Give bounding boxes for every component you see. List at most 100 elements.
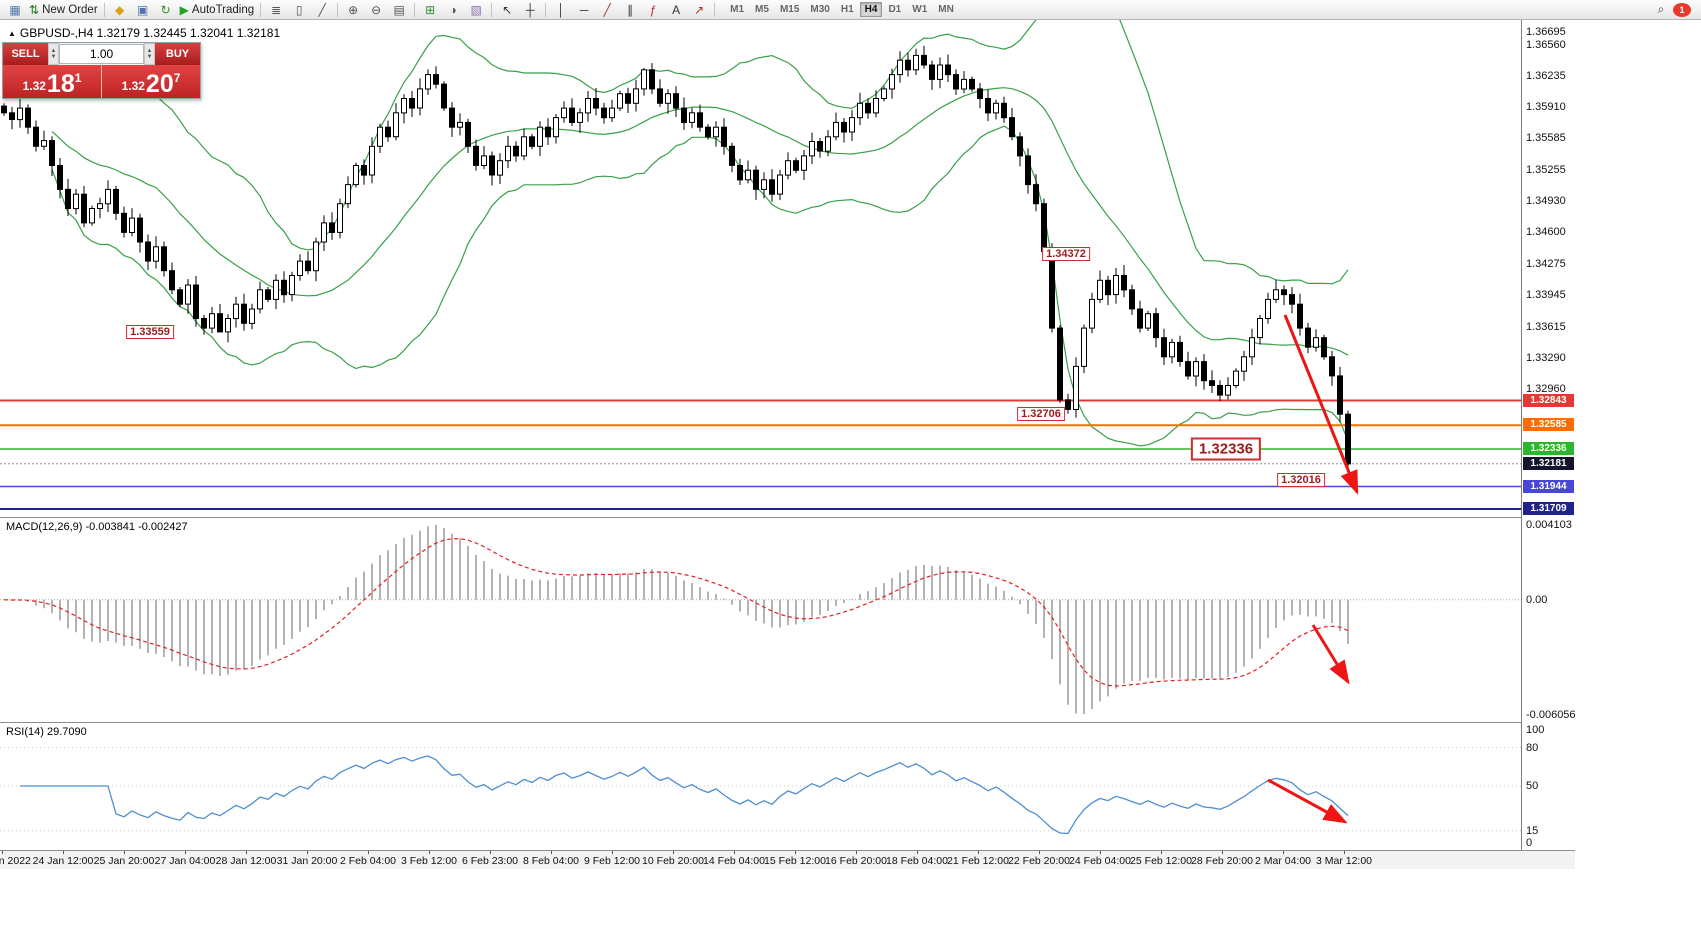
cursor-icon: ↖ xyxy=(502,2,513,17)
price-chart-canvas[interactable] xyxy=(0,20,1521,517)
volume-input[interactable] xyxy=(59,44,144,64)
horizontal-line-icon: ─ xyxy=(579,2,589,17)
candlestick-chart-icon[interactable]: ▯ xyxy=(288,1,310,18)
tile-windows-icon[interactable]: ▤ xyxy=(388,1,410,18)
zoom-in-icon[interactable]: ⊕ xyxy=(342,1,364,18)
price-axis-label: 1.34600 xyxy=(1526,226,1566,238)
time-axis-tick xyxy=(2,851,3,854)
toolbar-separator xyxy=(545,2,547,17)
timeframe-m15-button[interactable]: M15 xyxy=(775,2,804,17)
time-axis-label: 2 Mar 04:00 xyxy=(1254,855,1312,867)
time-axis-label: 2 Feb 04:00 xyxy=(339,855,397,867)
macd-panel-canvas[interactable] xyxy=(0,517,1521,722)
search-icon[interactable]: ⌕ xyxy=(1650,1,1672,18)
timeframe-h4-button[interactable]: H4 xyxy=(859,2,883,17)
timeframe-h1-button[interactable]: H1 xyxy=(836,2,859,17)
time-axis-tick xyxy=(856,851,857,854)
time-axis-tick xyxy=(795,851,796,854)
time-axis-label: 21 Jan 2022 xyxy=(0,855,31,867)
time-axis-tick xyxy=(246,851,247,854)
volume-stepper-left[interactable]: ▲ ▼ xyxy=(48,43,59,65)
time-axis-label: 27 Jan 04:00 xyxy=(154,855,216,867)
metaeditor-icon[interactable]: ◆ xyxy=(109,1,131,18)
time-axis-label: 31 Jan 20:00 xyxy=(276,855,338,867)
toolbar-separator xyxy=(414,2,416,17)
vertical-line-icon[interactable]: │ xyxy=(550,1,572,18)
volume-stepper-right[interactable]: ▲ ▼ xyxy=(144,43,155,65)
time-axis-label: 3 Mar 12:00 xyxy=(1315,855,1373,867)
timeframe-d1-button[interactable]: D1 xyxy=(883,2,906,17)
periods-icon[interactable]: ◑ xyxy=(442,1,464,18)
time-axis-tick xyxy=(1283,851,1284,854)
crosshair-icon[interactable]: ┼ xyxy=(519,1,541,18)
sell-price[interactable]: 1.32 18 1 xyxy=(3,65,101,98)
indicators-icon: ⊞ xyxy=(425,2,436,17)
buy-button[interactable]: BUY xyxy=(155,43,200,65)
autotrading-icon: ▶ xyxy=(179,2,189,17)
price-callout: 1.32706 xyxy=(1017,407,1065,421)
toolbar-separator xyxy=(260,2,262,17)
zoom-out-icon[interactable]: ⊖ xyxy=(365,1,387,18)
timeframe-w1-button[interactable]: W1 xyxy=(907,2,932,17)
candlestick-chart-icon: ▯ xyxy=(295,2,303,17)
line-chart-icon: ╱ xyxy=(318,2,326,17)
rsi-panel-divider[interactable] xyxy=(0,722,1575,723)
horizontal-line-icon[interactable]: ─ xyxy=(573,1,595,18)
time-axis-tick xyxy=(1344,851,1345,854)
new-order-button-label: New Order xyxy=(42,3,98,16)
time-axis-tick xyxy=(551,851,552,854)
time-axis-label: 25 Jan 20:00 xyxy=(93,855,155,867)
price-axis-label: 1.35585 xyxy=(1526,132,1566,144)
line-chart-icon[interactable]: ╱ xyxy=(311,1,333,18)
time-axis-tick xyxy=(1222,851,1223,854)
equidistant-channel-icon[interactable]: ∥ xyxy=(619,1,641,18)
price-axis[interactable]: 1.36695 1.36560 1.36235 1.35910 1.35585 1.352… xyxy=(1521,20,1576,868)
timeframe-m5-button[interactable]: M5 xyxy=(750,2,774,17)
macd-axis-label: -0.006056 xyxy=(1526,709,1576,721)
price-axis-label: 1.36695 xyxy=(1526,26,1566,38)
buy-price[interactable]: 1.32 20 7 xyxy=(101,65,200,98)
time-axis-tick xyxy=(734,851,735,854)
fibonacci-icon[interactable]: ƒ xyxy=(642,1,664,18)
arrows-icon[interactable]: ↗ xyxy=(688,1,710,18)
sell-button[interactable]: SELL xyxy=(3,43,48,65)
new-order-icon: ⇅ xyxy=(29,2,40,17)
level-price-chip: 1.31944 xyxy=(1523,480,1574,493)
bar-chart-icon[interactable]: ≣ xyxy=(265,1,287,18)
notifications-badge[interactable]: 1 xyxy=(1673,2,1691,17)
time-axis-tick xyxy=(1039,851,1040,854)
refresh-icon[interactable]: ↻ xyxy=(155,1,177,18)
price-axis-label: 1.34275 xyxy=(1526,258,1566,270)
chart-title-text: GBPUSD-,H4 1.32179 1.32445 1.32041 1.321… xyxy=(19,26,281,40)
time-axis-label: 18 Feb 04:00 xyxy=(886,855,948,867)
cursor-icon[interactable]: ↖ xyxy=(496,1,518,18)
macd-panel-divider[interactable] xyxy=(0,517,1575,518)
time-axis-tick xyxy=(612,851,613,854)
timeframe-m30-button[interactable]: M30 xyxy=(805,2,834,17)
time-axis-tick xyxy=(490,851,491,854)
chart-window-icon[interactable]: ▦ xyxy=(4,1,26,18)
text-icon[interactable]: A xyxy=(665,1,687,18)
time-axis-label: 24 Jan 12:00 xyxy=(32,855,94,867)
periods-icon: ◑ xyxy=(449,2,457,17)
new-order-button[interactable]: ⇅ New Order xyxy=(27,1,100,18)
time-axis-label: 14 Feb 04:00 xyxy=(703,855,765,867)
price-callout: 1.33559 xyxy=(126,325,174,339)
price-axis-label: 1.33945 xyxy=(1526,289,1566,301)
indicators-icon[interactable]: ⊞ xyxy=(419,1,441,18)
market-watch-icon[interactable]: ▣ xyxy=(132,1,154,18)
timeframe-m1-button[interactable]: M1 xyxy=(725,2,749,17)
rsi-panel-canvas[interactable] xyxy=(0,722,1521,850)
trendline-icon[interactable]: ╱ xyxy=(596,1,618,18)
chart-area[interactable]: ▲ GBPUSD-,H4 1.32179 1.32445 1.32041 1.3… xyxy=(0,20,1576,869)
templates-icon[interactable]: ▧ xyxy=(465,1,487,18)
autotrading-button[interactable]: ▶ AutoTrading xyxy=(178,1,256,18)
text-icon: A xyxy=(672,2,681,17)
price-axis-label: 1.33615 xyxy=(1526,321,1566,333)
fibonacci-icon: ƒ xyxy=(649,2,657,17)
crosshair-icon: ┼ xyxy=(525,2,535,17)
timeframe-mn-button[interactable]: MN xyxy=(933,2,959,17)
chart-window-icon: ▦ xyxy=(9,2,21,17)
